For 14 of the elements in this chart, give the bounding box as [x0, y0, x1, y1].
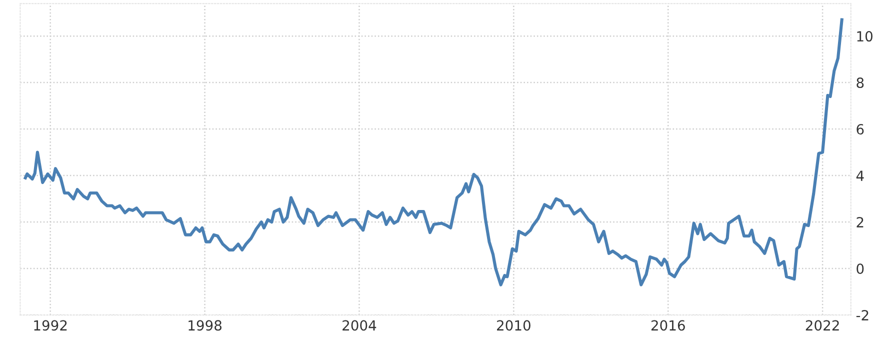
x-tick-label: 1992 — [34, 320, 67, 331]
x-tick-label: 1998 — [188, 320, 222, 331]
y-tick-label: 0 — [856, 264, 864, 274]
x-tick-label: 2022 — [806, 320, 839, 331]
y-tick-label: 6 — [856, 124, 864, 135]
x-tick-label: 2010 — [497, 320, 530, 331]
y-tick-label: 10 — [857, 31, 872, 42]
y-tick-label: 8 — [856, 78, 864, 88]
x-tick-label: 2004 — [342, 320, 376, 331]
line-series — [24, 18, 844, 286]
y-tick-label: -2 — [856, 310, 868, 320]
y-tick-label: 4 — [856, 170, 864, 181]
y-tick-label: 2 — [856, 217, 864, 228]
x-tick-label: 2016 — [651, 320, 685, 331]
